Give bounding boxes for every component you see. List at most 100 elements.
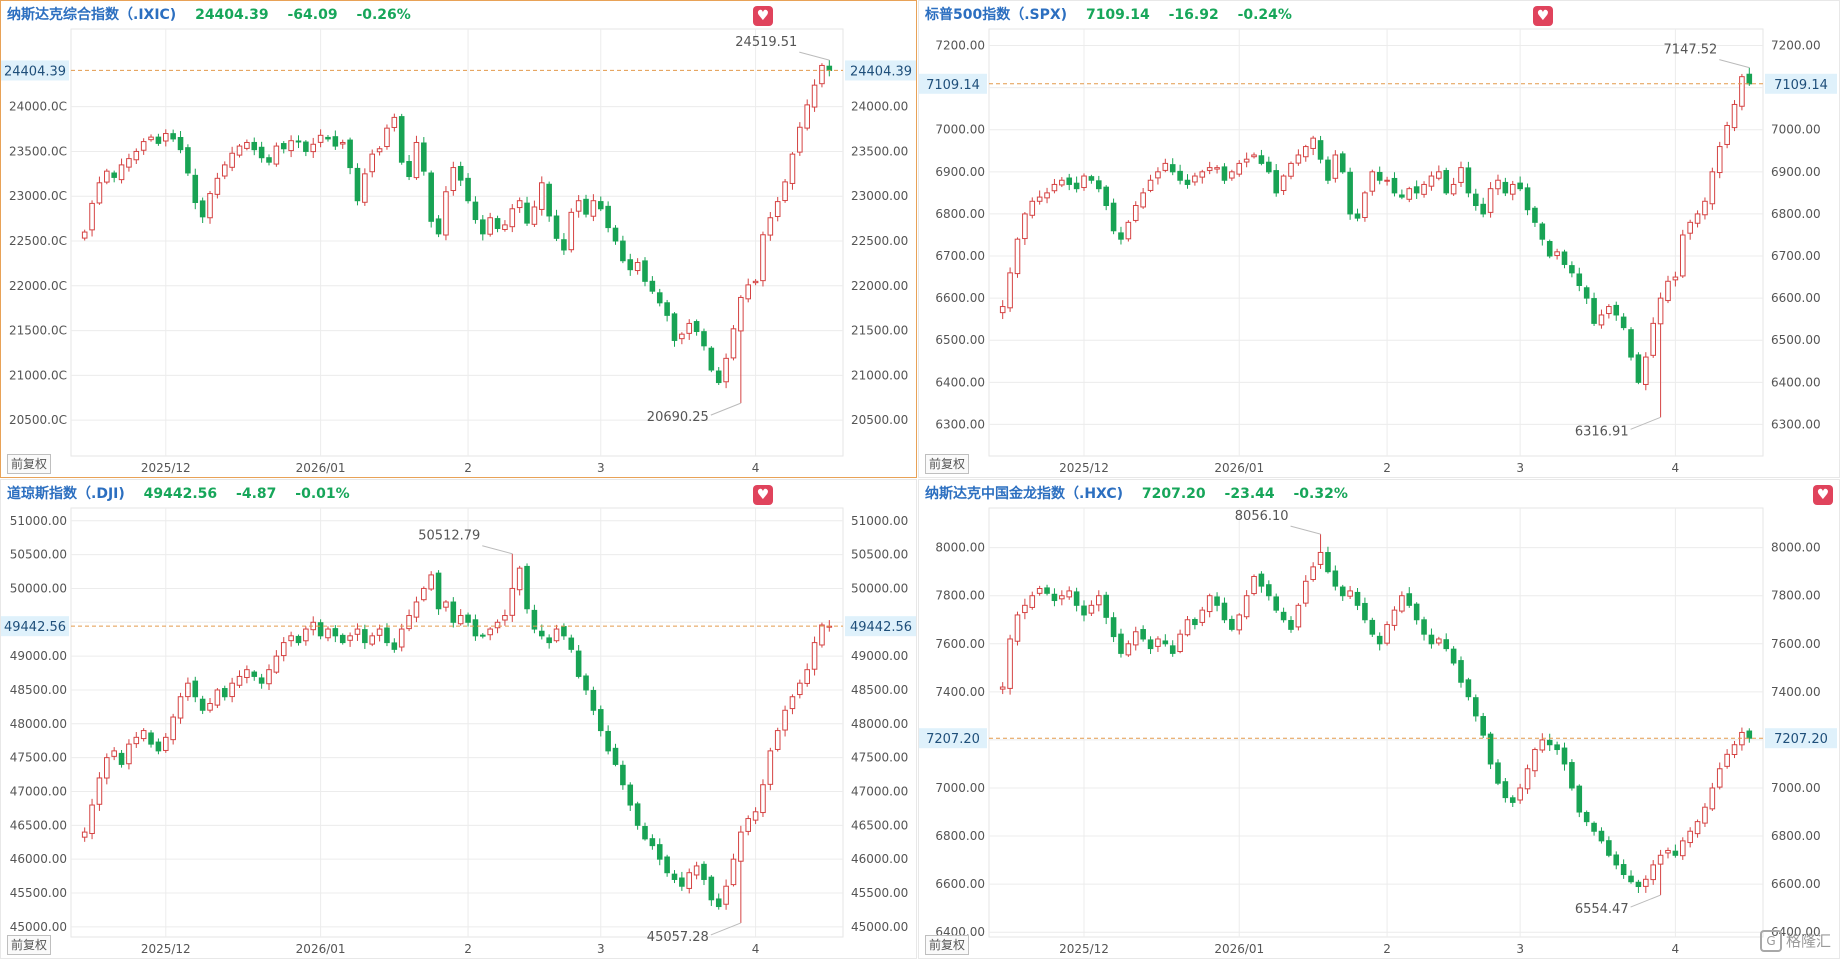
candle[interactable] [693, 861, 700, 880]
candle[interactable] [1591, 292, 1597, 326]
candle[interactable] [1687, 219, 1693, 240]
candle[interactable] [347, 632, 353, 647]
candle[interactable] [1066, 173, 1073, 191]
candle[interactable] [303, 626, 309, 646]
candle[interactable] [1347, 167, 1353, 220]
candle[interactable] [774, 196, 781, 222]
candle[interactable] [273, 650, 280, 674]
candle[interactable] [273, 142, 280, 167]
candle[interactable] [1110, 198, 1117, 235]
candle[interactable] [266, 664, 272, 691]
candle[interactable] [207, 190, 213, 224]
candle[interactable] [767, 212, 774, 241]
candle[interactable] [140, 138, 147, 155]
candle[interactable] [701, 861, 707, 886]
candle[interactable] [1487, 182, 1494, 218]
candle[interactable] [1620, 859, 1627, 879]
candle[interactable] [1606, 304, 1612, 319]
candle[interactable] [1081, 173, 1087, 191]
candle[interactable] [480, 633, 486, 639]
candle[interactable] [162, 733, 169, 753]
candle[interactable] [1096, 175, 1102, 193]
candle[interactable] [1044, 187, 1050, 204]
candle[interactable] [1051, 588, 1058, 607]
candle[interactable] [487, 627, 493, 641]
candle[interactable] [1147, 174, 1154, 193]
candle[interactable] [1517, 783, 1523, 804]
candle[interactable] [1036, 585, 1043, 596]
candle[interactable] [1458, 656, 1464, 688]
candle[interactable] [1473, 188, 1479, 211]
candle[interactable] [760, 779, 766, 817]
candle[interactable] [1118, 628, 1124, 658]
candle[interactable] [494, 215, 501, 233]
candle[interactable] [1665, 275, 1671, 304]
candle[interactable] [590, 194, 597, 222]
candle[interactable] [1339, 151, 1346, 174]
candle[interactable] [516, 565, 523, 596]
adjust-price-button[interactable]: 前复权 [7, 454, 52, 474]
candle[interactable] [81, 229, 88, 241]
candle[interactable] [819, 63, 825, 88]
candle[interactable] [1288, 161, 1294, 180]
candle[interactable] [1524, 183, 1531, 216]
candle[interactable] [1613, 301, 1620, 321]
candle[interactable] [325, 134, 331, 142]
index-name[interactable]: 纳斯达克中国金龙指数（.HXC) [925, 486, 1124, 502]
candle[interactable] [715, 367, 722, 386]
candle[interactable] [1354, 208, 1361, 222]
candle[interactable] [509, 553, 516, 622]
candle[interactable] [384, 124, 390, 150]
candle[interactable] [1162, 634, 1169, 647]
candle[interactable] [782, 178, 788, 203]
candle[interactable] [723, 879, 729, 910]
candle[interactable] [1554, 741, 1560, 755]
candle[interactable] [1613, 851, 1620, 870]
candle[interactable] [1229, 169, 1235, 181]
candle[interactable] [1266, 580, 1272, 601]
candle[interactable] [398, 623, 405, 652]
candle[interactable] [804, 99, 810, 131]
candle[interactable] [642, 257, 648, 287]
candle[interactable] [1169, 158, 1176, 176]
candle[interactable] [738, 295, 744, 404]
candle[interactable] [1746, 728, 1753, 743]
candle[interactable] [1606, 836, 1612, 858]
candle[interactable] [457, 609, 464, 626]
candle[interactable] [1591, 821, 1597, 836]
candle[interactable] [1665, 847, 1671, 859]
candle[interactable] [1561, 742, 1568, 771]
candle[interactable] [339, 139, 346, 149]
adjust-price-button[interactable]: 前复权 [925, 454, 970, 474]
candle[interactable] [435, 215, 442, 238]
candle[interactable] [1258, 571, 1265, 593]
candle[interactable] [214, 172, 221, 199]
candle[interactable] [1022, 212, 1028, 245]
candle[interactable] [620, 760, 626, 790]
candle[interactable] [1739, 73, 1745, 111]
candle[interactable] [509, 204, 516, 233]
candle[interactable] [1532, 205, 1538, 227]
candle[interactable] [546, 181, 552, 222]
candle[interactable] [1007, 267, 1013, 312]
candle[interactable] [192, 676, 199, 703]
candle[interactable] [89, 798, 95, 840]
candle[interactable] [1487, 731, 1494, 770]
candle[interactable] [221, 685, 228, 701]
candle[interactable] [480, 215, 486, 241]
candle[interactable] [1251, 574, 1257, 596]
candle[interactable] [1243, 152, 1250, 168]
candle[interactable] [1724, 121, 1730, 149]
candle[interactable] [1679, 229, 1686, 278]
candle[interactable] [708, 875, 715, 906]
candle[interactable] [1406, 186, 1413, 203]
candle[interactable] [1280, 174, 1287, 195]
candle[interactable] [1051, 178, 1058, 194]
candle[interactable] [1103, 591, 1109, 625]
candle[interactable] [148, 730, 154, 748]
candle[interactable] [89, 200, 95, 237]
candle[interactable] [1140, 625, 1146, 642]
candle[interactable] [104, 168, 110, 185]
candle[interactable] [1650, 317, 1656, 358]
candle[interactable] [1731, 100, 1738, 132]
